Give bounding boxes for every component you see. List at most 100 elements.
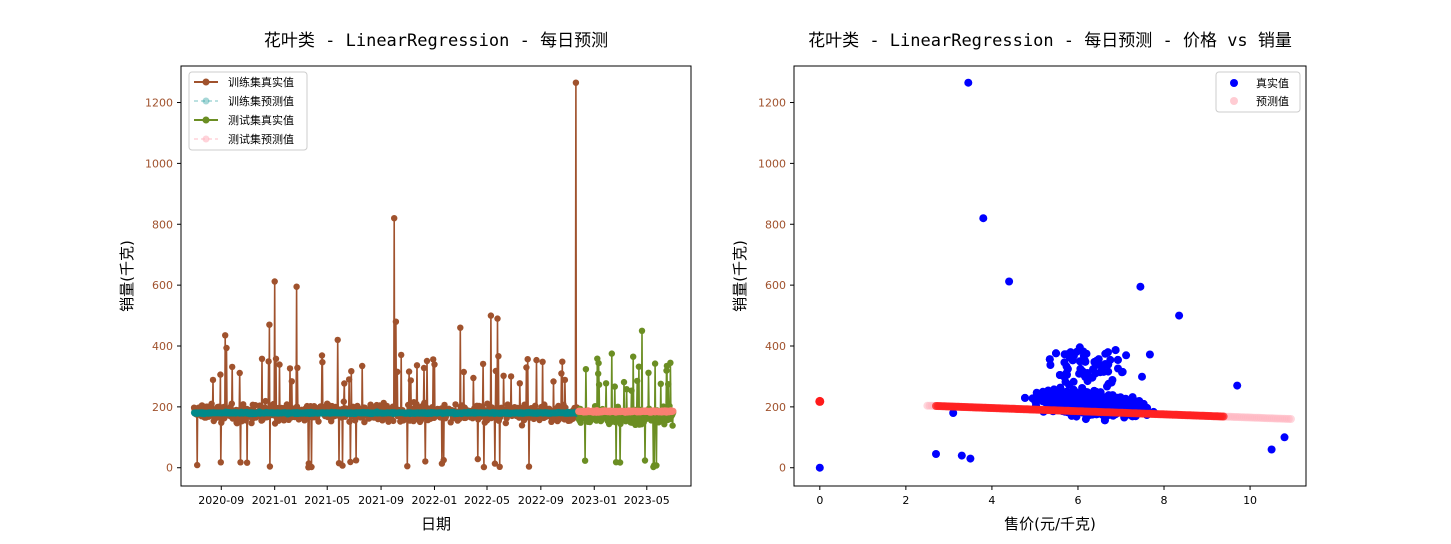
train-actual-point bbox=[262, 397, 269, 405]
actual-point bbox=[1056, 383, 1065, 392]
train-actual-point bbox=[258, 355, 266, 362]
train-actual-point bbox=[359, 362, 366, 370]
actual-point bbox=[1280, 433, 1289, 442]
test-actual-point bbox=[611, 383, 618, 390]
train-actual-point bbox=[236, 369, 243, 377]
train-actual-point bbox=[559, 358, 566, 365]
actual-point bbox=[1077, 391, 1086, 400]
train-actual-point bbox=[243, 459, 251, 466]
x-tick-label: 6 bbox=[1074, 494, 1081, 507]
legend-label: 真实值 bbox=[1256, 76, 1289, 90]
actual-point bbox=[1267, 445, 1276, 454]
train-actual-point bbox=[229, 363, 236, 371]
train-actual-point bbox=[521, 401, 528, 408]
train-actual-point bbox=[507, 373, 515, 380]
legend-label: 训练集真实值 bbox=[228, 75, 294, 89]
actual-point bbox=[949, 409, 958, 417]
y-axis-label: 销量(千克) bbox=[731, 240, 749, 312]
train-actual-point bbox=[237, 459, 244, 466]
chart-title: 花叶类 - LinearRegression - 每日预测 - 价格 vs 销量 bbox=[808, 31, 1292, 51]
actual-point bbox=[1233, 381, 1242, 390]
y-tick-label: 400 bbox=[152, 340, 173, 353]
train-actual-point bbox=[479, 360, 487, 368]
train-actual-point bbox=[340, 398, 347, 405]
x-axis-label: 日期 bbox=[421, 515, 451, 533]
legend-item-predicted: 预测值 bbox=[1230, 95, 1289, 108]
train-actual-point bbox=[518, 422, 526, 429]
axes-frame bbox=[180, 65, 692, 487]
actual-point bbox=[1046, 361, 1055, 369]
train-actual-point bbox=[423, 357, 431, 365]
x-axis: 0 2 4 6 8 10 bbox=[816, 486, 1257, 507]
actual-point bbox=[1124, 396, 1133, 405]
test-actual-point bbox=[635, 363, 643, 370]
train-actual-point bbox=[270, 400, 277, 408]
test-actual-point bbox=[651, 360, 659, 367]
train-actual-point bbox=[470, 374, 477, 382]
actual-point bbox=[1084, 397, 1093, 406]
train-actual-point bbox=[293, 403, 301, 410]
train-actual-point bbox=[494, 315, 501, 322]
x-tick-label: 0 bbox=[816, 494, 823, 507]
train-actual-point bbox=[345, 376, 353, 383]
actual-point bbox=[1091, 396, 1100, 405]
train-actual-point bbox=[222, 332, 229, 339]
train-actual-point bbox=[431, 361, 438, 368]
train-actual-point bbox=[492, 367, 499, 375]
x-tick-label: 2020-09 bbox=[198, 494, 244, 507]
actual-point bbox=[1111, 346, 1120, 355]
train-actual-point bbox=[484, 400, 491, 407]
train-actual-point bbox=[240, 401, 247, 408]
predicted-point bbox=[815, 396, 825, 406]
legend-label: 测试集真实值 bbox=[228, 113, 294, 127]
y-tick-label: 600 bbox=[152, 279, 173, 292]
actual-point bbox=[1081, 357, 1090, 366]
test-actual-point bbox=[607, 419, 614, 426]
x-tick-label: 2022-05 bbox=[464, 494, 510, 507]
actual-point bbox=[1005, 277, 1014, 286]
legend-label: 测试集预测值 bbox=[228, 132, 294, 146]
train-actual-point bbox=[532, 402, 539, 409]
legend-item-actual: 真实值 bbox=[1230, 76, 1289, 90]
time-series-chart: 花叶类 - LinearRegression - 每日预测 0 200 400 600… bbox=[118, 31, 692, 533]
train-actual-point bbox=[233, 420, 241, 427]
train-actual-point bbox=[422, 458, 429, 465]
train-actual-point bbox=[286, 365, 294, 372]
test-actual-point bbox=[581, 457, 589, 464]
actual-point bbox=[1055, 371, 1064, 379]
x-tick-label: 2022-09 bbox=[518, 494, 564, 507]
train-actual-point bbox=[440, 456, 447, 464]
train-actual-point bbox=[318, 352, 326, 359]
train-actual-point bbox=[460, 368, 467, 376]
train-actual-point bbox=[293, 283, 300, 290]
train-actual-point bbox=[341, 380, 348, 387]
train-actual-point bbox=[346, 418, 353, 425]
train-actual-point bbox=[334, 336, 341, 344]
y-tick-label: 0 bbox=[166, 462, 173, 475]
actual-point bbox=[964, 78, 973, 87]
test-actual-point bbox=[638, 327, 646, 334]
actual-point bbox=[1056, 397, 1064, 406]
x-tick-label: 2022-01 bbox=[411, 494, 457, 507]
train-actual-point bbox=[523, 364, 530, 371]
train-actual-point bbox=[420, 364, 428, 372]
y-axis-label: 销量(千克) bbox=[118, 240, 136, 312]
train-actual-point bbox=[217, 371, 224, 378]
train-actual-point bbox=[452, 401, 459, 408]
legend-item-test-actual: 测试集真实值 bbox=[194, 113, 294, 127]
scatter-chart: 花叶类 - LinearRegression - 每日预测 - 价格 vs 销量… bbox=[731, 31, 1307, 533]
train-actual-point bbox=[487, 312, 495, 319]
train-actual-point bbox=[480, 463, 488, 471]
x-tick-label: 2023-01 bbox=[571, 494, 617, 507]
actual-point bbox=[815, 463, 824, 472]
train-actual-point bbox=[533, 356, 540, 364]
train-actual-point bbox=[276, 361, 283, 368]
train-actual-point bbox=[539, 358, 546, 365]
x-tick-label: 2021-05 bbox=[304, 494, 350, 507]
train-actual-point bbox=[516, 380, 523, 387]
y-tick-label: 1000 bbox=[758, 157, 786, 170]
train-actual-point bbox=[266, 321, 273, 328]
actual-point bbox=[1021, 393, 1029, 402]
test-actual-point bbox=[641, 457, 649, 464]
legend-item-train-actual: 训练集真实值 bbox=[194, 75, 294, 89]
